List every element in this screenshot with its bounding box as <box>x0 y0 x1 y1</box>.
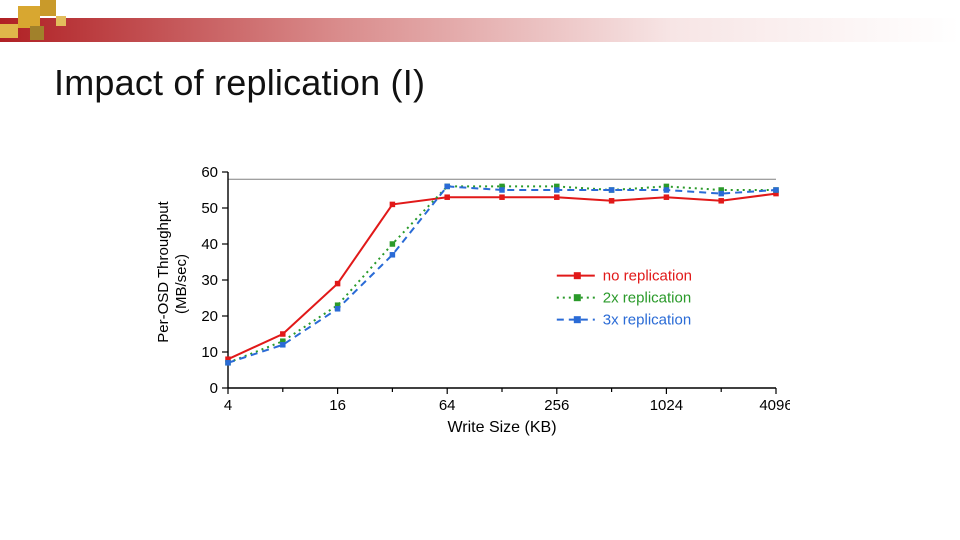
series-marker <box>719 199 724 204</box>
series-marker <box>445 184 450 189</box>
series-marker <box>500 195 505 200</box>
page-title: Impact of replication (I) <box>54 62 425 104</box>
y-tick-label: 0 <box>210 380 218 397</box>
y-tick-label: 50 <box>201 200 218 217</box>
series-marker <box>609 199 614 204</box>
series-marker <box>335 307 340 312</box>
y-tick-label: 10 <box>201 344 218 361</box>
series-marker <box>500 188 505 193</box>
series-marker <box>609 188 614 193</box>
y-tick-label: 30 <box>201 272 218 289</box>
x-tick-label: 4 <box>224 397 232 414</box>
x-axis-title: Write Size (KB) <box>447 419 556 436</box>
y-tick-label: 40 <box>201 236 218 253</box>
series-line <box>228 194 776 360</box>
x-tick-label: 4096 <box>759 397 790 414</box>
series-marker <box>390 202 395 207</box>
series-marker <box>226 361 231 366</box>
accent-block <box>40 0 56 16</box>
y-axis-title: Per-OSD Throughput <box>155 200 172 342</box>
series-marker <box>555 188 560 193</box>
series-marker <box>774 188 779 193</box>
legend-label: 2x replication <box>603 290 691 307</box>
legend-swatch-marker <box>574 272 581 279</box>
series-marker <box>555 195 560 200</box>
accent-block <box>30 26 44 40</box>
series-line <box>228 186 776 362</box>
x-tick-label: 64 <box>439 397 456 414</box>
accent-block <box>18 6 40 28</box>
x-tick-label: 16 <box>329 397 346 414</box>
series-marker <box>664 188 669 193</box>
series-marker <box>281 343 286 348</box>
chart-svg: 0 10 20 30 40 50 60 4 16 64 256 1024 4096 Write Size … <box>150 160 790 440</box>
accent-block <box>0 24 18 38</box>
replication-throughput-chart: 0 10 20 30 40 50 60 4 16 64 256 1024 4096 Write Size … <box>150 160 790 440</box>
series-marker <box>664 195 669 200</box>
y-tick-label: 20 <box>201 308 218 325</box>
x-tick-label: 1024 <box>650 397 683 414</box>
top-decoration <box>0 0 960 42</box>
top-gradient <box>0 18 960 42</box>
series-marker <box>445 195 450 200</box>
series-marker <box>281 332 286 337</box>
accent-block <box>56 16 66 26</box>
series-marker <box>390 242 395 247</box>
legend-label: 3x replication <box>603 312 691 329</box>
x-tick-label: 256 <box>544 397 569 414</box>
series-marker <box>390 253 395 257</box>
legend-label: no replication <box>603 268 692 285</box>
legend-swatch-marker <box>574 294 581 301</box>
y-axis-subtitle: (MB/sec) <box>173 254 190 314</box>
series-line <box>228 186 776 362</box>
series-marker <box>719 191 724 196</box>
series-marker <box>335 281 340 286</box>
y-tick-label: 60 <box>201 164 218 181</box>
legend-swatch-marker <box>574 316 581 323</box>
